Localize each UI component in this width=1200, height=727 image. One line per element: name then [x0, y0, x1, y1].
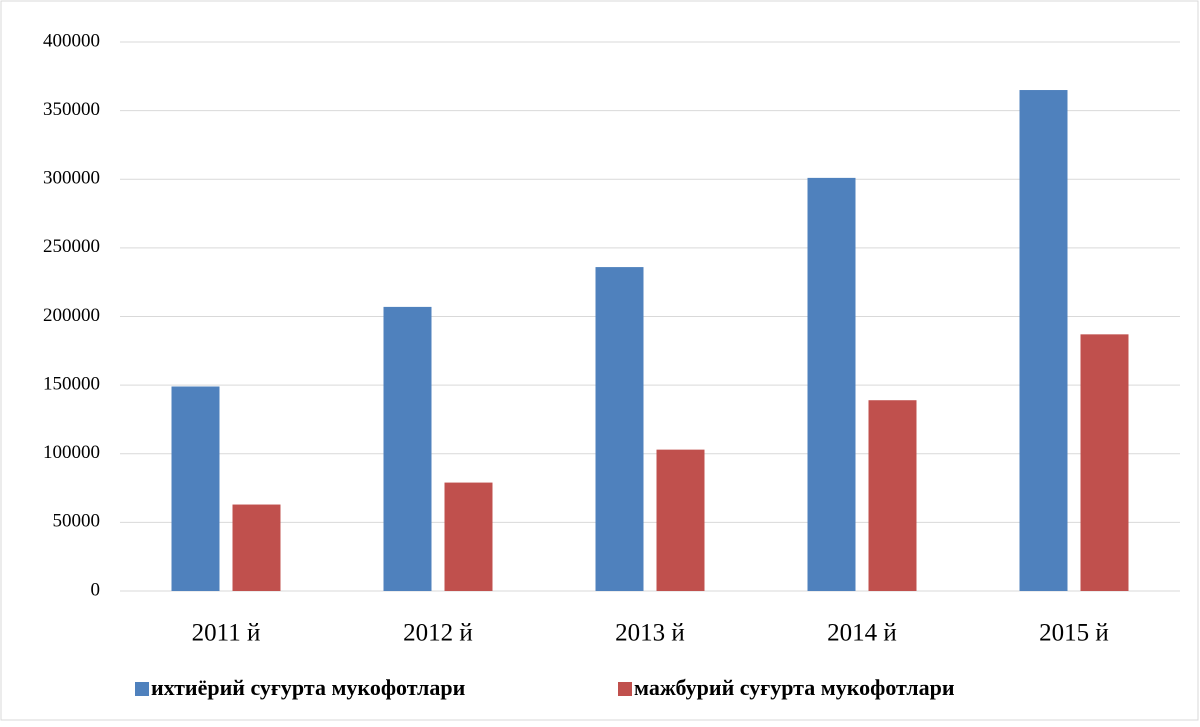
bar — [1080, 334, 1129, 591]
bar — [444, 482, 493, 591]
x-tick-label: 2013 й — [615, 620, 685, 647]
legend-label: мажбурий суғурта мукофотлари — [634, 675, 955, 700]
bar — [656, 449, 705, 591]
bar — [383, 306, 432, 591]
x-tick-label: 2011 й — [192, 620, 261, 647]
y-tick-label: 400000 — [43, 30, 100, 51]
y-tick-label: 300000 — [43, 168, 100, 189]
bar — [868, 400, 917, 591]
legend-swatch — [618, 682, 632, 696]
legend-swatch — [135, 682, 149, 696]
x-tick-label: 2012 й — [403, 620, 473, 647]
x-tick-label: 2014 й — [827, 620, 897, 647]
bar — [232, 504, 281, 591]
y-tick-label: 200000 — [43, 305, 100, 326]
bar — [171, 386, 220, 591]
bar — [595, 267, 644, 591]
y-tick-label: 250000 — [43, 236, 100, 257]
y-tick-label: 350000 — [43, 99, 100, 120]
x-tick-label: 2015 й — [1039, 620, 1109, 647]
bar — [807, 177, 856, 591]
y-tick-label: 150000 — [43, 373, 100, 394]
legend-label: ихтиёрий суғурта мукофотлари — [151, 675, 466, 700]
y-tick-label: 100000 — [43, 442, 100, 463]
y-tick-label: 50000 — [53, 511, 101, 532]
bar — [1019, 90, 1068, 591]
y-tick-label: 0 — [91, 579, 101, 600]
